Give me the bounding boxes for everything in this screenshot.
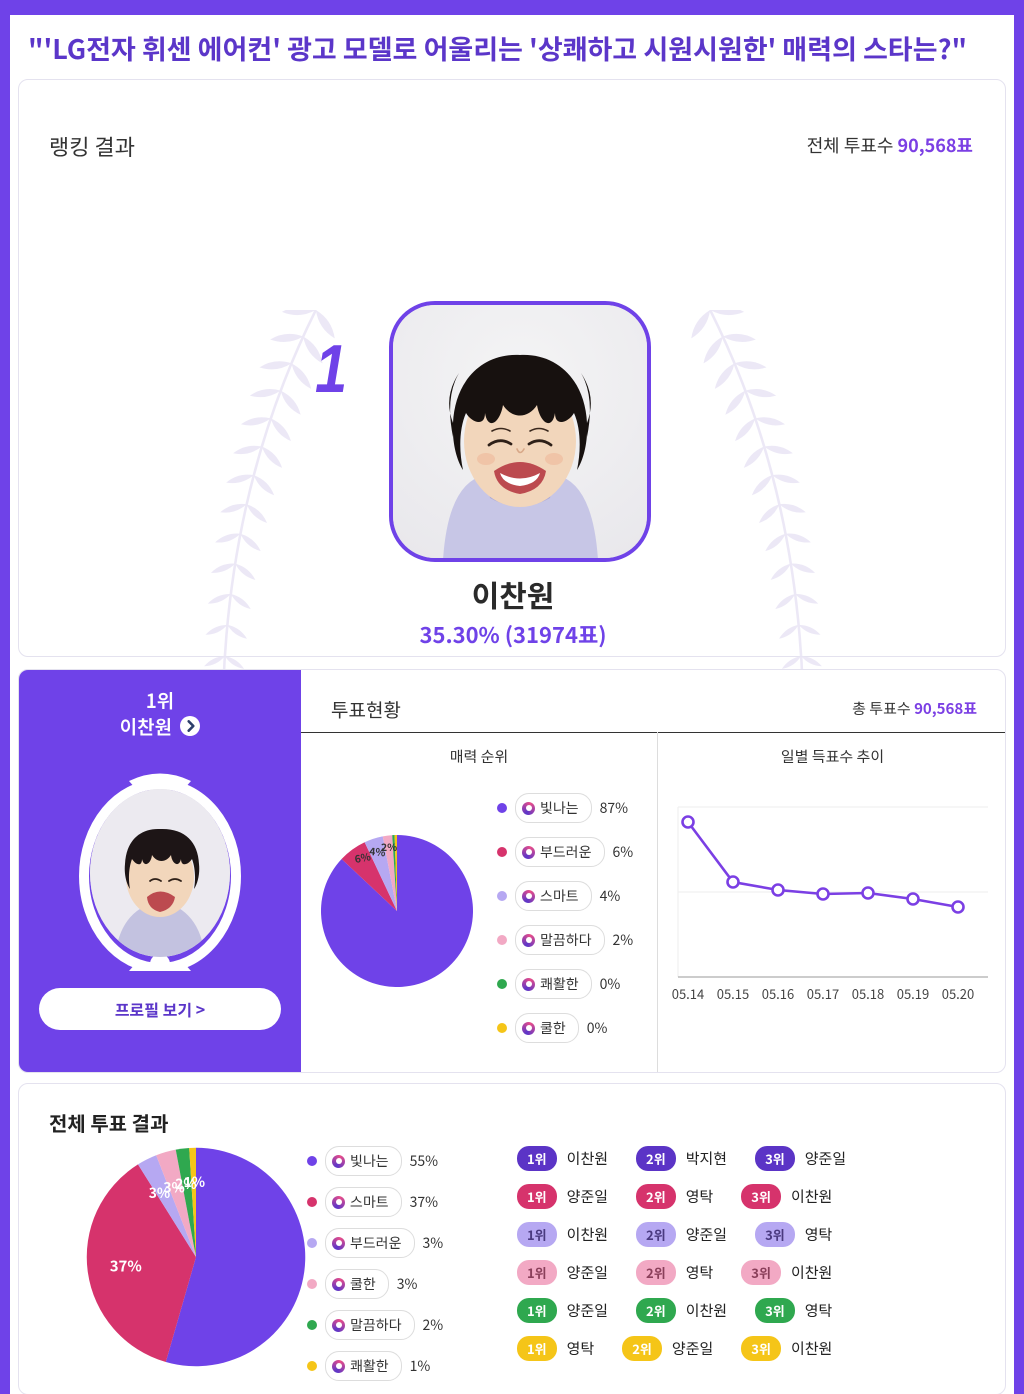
- svg-text:05.16: 05.16: [762, 984, 794, 1003]
- svg-text:05.19: 05.19: [897, 984, 929, 1003]
- svg-text:05.18: 05.18: [852, 984, 884, 1003]
- svg-text:05.14: 05.14: [672, 984, 704, 1003]
- svg-text:05.20: 05.20: [942, 984, 974, 1003]
- svg-text:05.17: 05.17: [807, 984, 839, 1003]
- svg-text:2%: 2%: [381, 839, 397, 854]
- svg-text:05.15: 05.15: [717, 984, 749, 1003]
- svg-text:1%: 1%: [184, 1171, 205, 1191]
- svg-text:37%: 37%: [110, 1255, 142, 1276]
